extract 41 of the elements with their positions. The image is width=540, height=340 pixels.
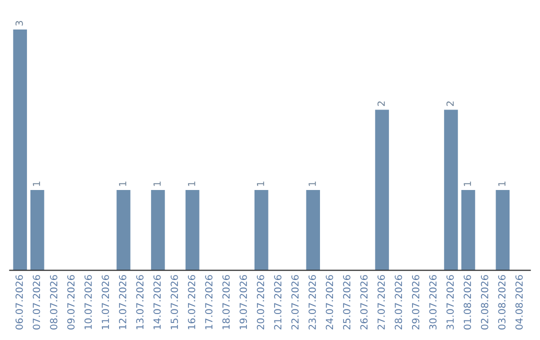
data-label: 1 — [308, 182, 316, 186]
x-tick-label: 10.07.2026 — [84, 275, 92, 330]
data-label: 2 — [446, 101, 454, 106]
x-tick-label: 14.07.2026 — [153, 275, 161, 330]
x-tick-label: 16.07.2026 — [188, 275, 196, 330]
data-label: 1 — [464, 182, 471, 186]
x-tick-label: 03.08.2026 — [498, 275, 506, 330]
x-tick-label: 01.08.2026 — [464, 275, 472, 330]
x-tick-label: 22.07.2026 — [291, 275, 299, 330]
data-label: 1 — [154, 182, 161, 186]
x-tick-label: 26.07.2026 — [360, 275, 368, 330]
data-label: 1 — [498, 182, 506, 186]
data-label: 1 — [32, 182, 40, 186]
x-tick-label: 27.07.2026 — [378, 275, 385, 330]
x-tick-label: 29.07.2026 — [412, 275, 420, 330]
x-tick-label: 28.07.2026 — [394, 275, 402, 330]
x-tick-label: 12.07.2026 — [118, 275, 126, 330]
x-tick-label: 19.07.2026 — [240, 275, 247, 330]
data-label: 1 — [188, 182, 196, 186]
x-tick-label: 02.08.2026 — [480, 275, 488, 330]
x-tick-label: 13.07.2026 — [136, 275, 144, 330]
x-tick-label: 25.07.2026 — [343, 275, 350, 330]
x-tick-label: 23.07.2026 — [308, 275, 316, 330]
data-label: 3 — [16, 20, 23, 26]
x-tick-label: 31.07.2026 — [446, 275, 454, 330]
x-tick-label: 11.07.2026 — [102, 275, 110, 330]
x-tick-label: 07.07.2026 — [32, 275, 40, 330]
x-tick-label: 08.07.2026 — [50, 275, 58, 330]
x-tick-label: 06.07.2026 — [16, 275, 23, 330]
x-tick-label: 21.07.2026 — [274, 275, 282, 330]
data-label: 1 — [119, 182, 126, 186]
x-tick-label: 20.07.2026 — [256, 275, 264, 330]
x-tick-label: 30.07.2026 — [429, 275, 437, 330]
x-tick-label: 24.07.2026 — [326, 275, 334, 330]
x-tick-label: 09.07.2026 — [67, 275, 75, 330]
x-tick-label: 17.07.2026 — [205, 275, 212, 330]
x-tick-label: 04.08.2026 — [515, 275, 523, 330]
data-label: 2 — [378, 101, 385, 106]
x-tick-label: 18.07.2026 — [222, 275, 230, 330]
data-label: 1 — [256, 182, 264, 186]
x-tick-label: 15.07.2026 — [170, 275, 178, 330]
